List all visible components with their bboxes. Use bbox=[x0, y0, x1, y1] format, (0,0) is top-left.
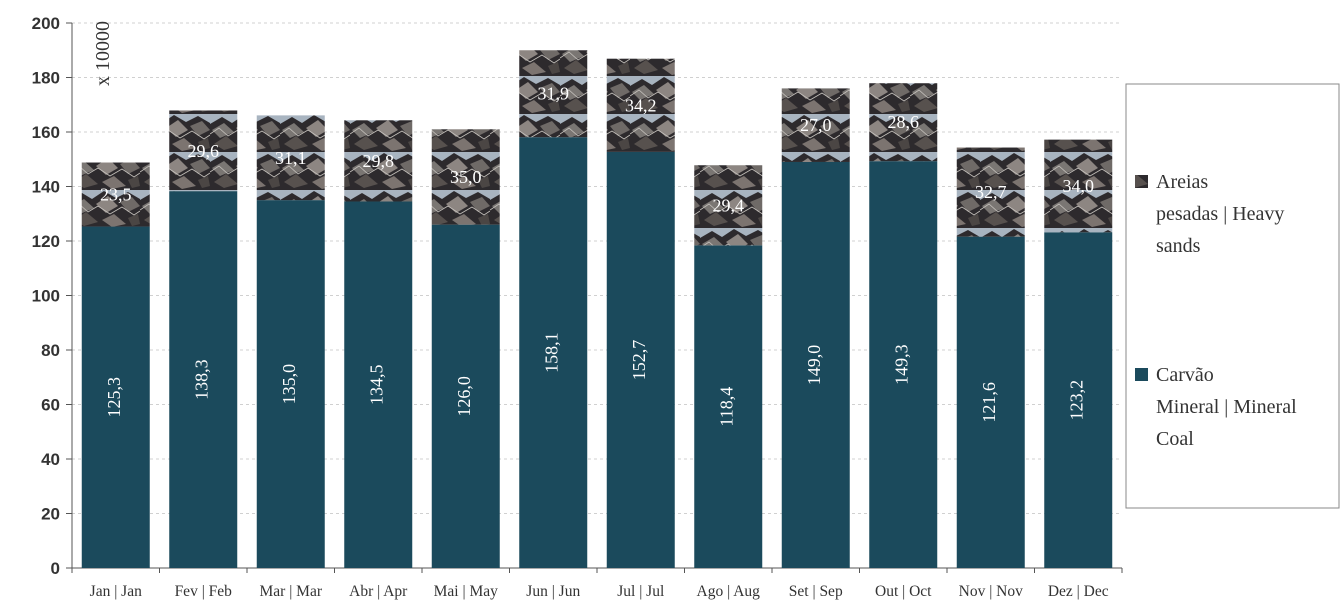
y-tick-label: 0 bbox=[51, 559, 60, 578]
y-tick-label: 180 bbox=[32, 69, 60, 88]
legend-label-line: Areias bbox=[1156, 171, 1208, 193]
bar-mineral-coal bbox=[869, 161, 938, 568]
bar-heavy-sands bbox=[519, 50, 588, 138]
data-label-mineral-coal: 121,6 bbox=[979, 382, 999, 423]
data-label-heavy-sands: 29,4 bbox=[713, 195, 745, 215]
data-label-mineral-coal: 125,3 bbox=[104, 377, 124, 418]
bar-heavy-sands bbox=[606, 58, 675, 152]
x-tick-label: Jun | Jun bbox=[526, 583, 580, 600]
data-label-mineral-coal: 149,3 bbox=[891, 344, 911, 385]
bar-mineral-coal bbox=[256, 200, 325, 568]
legend-label-line: Carvão bbox=[1156, 364, 1214, 386]
y-tick-label: 200 bbox=[32, 14, 60, 33]
legend-box bbox=[1125, 83, 1340, 509]
x-tick-label: Fev | Feb bbox=[175, 583, 233, 600]
data-label-heavy-sands: 28,6 bbox=[888, 112, 920, 132]
gridlines bbox=[72, 22, 1122, 514]
x-tick-label: Jul | Jul bbox=[617, 583, 664, 600]
data-label-mineral-coal: 134,5 bbox=[366, 364, 386, 405]
x-tick-label: Dez | Dec bbox=[1048, 583, 1109, 600]
x-tick-label: Out | Oct bbox=[875, 583, 932, 600]
y-tick-label: 140 bbox=[32, 178, 60, 197]
data-label-heavy-sands: 34,2 bbox=[625, 95, 657, 115]
data-label-mineral-coal: 123,2 bbox=[1066, 380, 1086, 421]
x-tick-label: Ago | Aug bbox=[697, 583, 761, 600]
bar-heavy-sands bbox=[169, 110, 238, 192]
data-labels: 125,3 23,5 138,3 29,6 135,0 31,1 134,5 29,8 126,… bbox=[100, 84, 1094, 427]
data-label-heavy-sands: 35,0 bbox=[450, 167, 482, 187]
data-label-heavy-sands: 27,0 bbox=[800, 115, 832, 135]
y-tick-label: 80 bbox=[41, 341, 60, 360]
bar-heavy-sands bbox=[81, 162, 150, 227]
x-tick-label: Mai | May bbox=[434, 583, 498, 600]
bar-heavy-sands bbox=[256, 115, 325, 201]
data-label-mineral-coal: 135,0 bbox=[279, 364, 299, 405]
bar-heavy-sands bbox=[781, 88, 850, 162]
bar-heavy-sands bbox=[694, 165, 763, 246]
data-label-heavy-sands: 32,7 bbox=[975, 182, 1007, 202]
data-label-heavy-sands: 34,0 bbox=[1063, 176, 1095, 196]
data-label-heavy-sands: 29,6 bbox=[188, 141, 220, 161]
bar-mineral-coal bbox=[956, 236, 1025, 568]
bar-mineral-coal bbox=[1044, 232, 1113, 568]
bar-heavy-sands bbox=[956, 147, 1025, 237]
legend-label-line: sands bbox=[1156, 235, 1201, 257]
bar-mineral-coal bbox=[169, 191, 238, 568]
data-label-mineral-coal: 118,4 bbox=[716, 387, 736, 427]
data-label-mineral-coal: 152,7 bbox=[629, 340, 649, 381]
tick-labels: 0 20 40 60 80 100 120 140 160 180 200 Jan | Jan Fev … bbox=[32, 14, 1109, 600]
data-label-heavy-sands: 23,5 bbox=[100, 185, 132, 205]
bar-heavy-sands bbox=[869, 83, 938, 162]
x-tick-label: Set | Sep bbox=[789, 583, 843, 600]
bars bbox=[81, 50, 1113, 569]
x-tick-label: Abr | Apr bbox=[349, 583, 408, 600]
legend-label-line: Mineral | Mineral bbox=[1156, 396, 1297, 418]
y-tick-label: 20 bbox=[41, 505, 60, 524]
y-tick-label: 120 bbox=[32, 232, 60, 251]
data-label-heavy-sands: 29,8 bbox=[363, 151, 395, 171]
y-tick-label: 40 bbox=[41, 450, 60, 469]
legend-label-line: pesadas | Heavy bbox=[1156, 203, 1284, 225]
x-tick-label: Nov | Nov bbox=[959, 583, 1023, 600]
y-tick-label: 100 bbox=[32, 287, 60, 306]
data-label-mineral-coal: 126,0 bbox=[454, 376, 474, 417]
bar-heavy-sands bbox=[1044, 139, 1113, 233]
bar-mineral-coal bbox=[694, 245, 763, 569]
data-label-heavy-sands: 31,1 bbox=[275, 148, 307, 168]
data-label-heavy-sands: 31,9 bbox=[538, 84, 570, 104]
bar-mineral-coal bbox=[81, 226, 150, 568]
bar-mineral-coal bbox=[606, 151, 675, 568]
legend-swatch-mineral-coal bbox=[1135, 368, 1148, 381]
bar-mineral-coal bbox=[431, 224, 500, 568]
data-label-mineral-coal: 158,1 bbox=[541, 332, 561, 373]
bar-heavy-sands bbox=[344, 120, 413, 202]
legend: Areias pesadas | Heavy sands Carvão Mineral … bbox=[1125, 83, 1340, 509]
x-tick-label: Jan | Jan bbox=[90, 583, 142, 600]
x-tick-label: Mar | Mar bbox=[260, 583, 323, 600]
bar-mineral-coal bbox=[519, 137, 588, 569]
legend-label-line: Coal bbox=[1156, 428, 1194, 450]
bar-heavy-sands bbox=[431, 129, 500, 225]
y-tick-label: 60 bbox=[41, 396, 60, 415]
data-label-mineral-coal: 138,3 bbox=[191, 359, 211, 400]
data-label-mineral-coal: 149,0 bbox=[804, 345, 824, 386]
y-tick-label: 160 bbox=[32, 123, 60, 142]
bar-mineral-coal bbox=[781, 161, 850, 568]
multiplier-label: x 10000 bbox=[92, 21, 114, 86]
bar-mineral-coal bbox=[344, 201, 413, 569]
legend-swatch-heavy-sands bbox=[1135, 175, 1148, 188]
axes bbox=[66, 22, 1123, 573]
